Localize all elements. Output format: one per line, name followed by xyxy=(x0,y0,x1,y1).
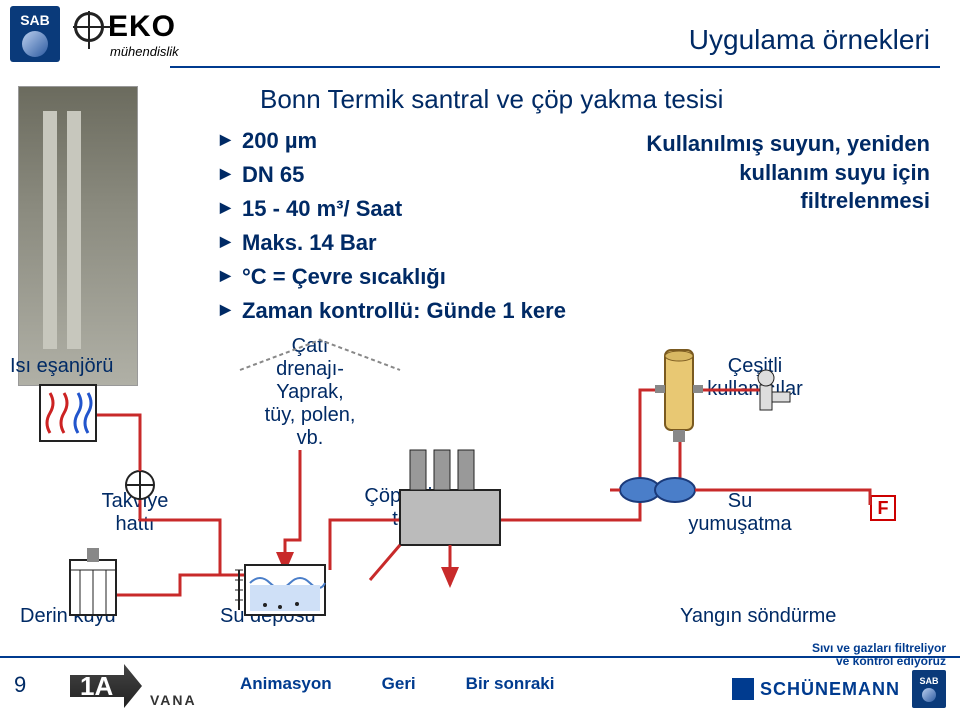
sab-orb-icon xyxy=(22,31,48,57)
plant-icon xyxy=(370,450,500,585)
bullet-item: Zaman kontrollü: Günde 1 kere xyxy=(220,298,566,324)
note-line: kullanım suyu için xyxy=(646,159,930,188)
booster-icon xyxy=(126,460,154,499)
eko-sub: mühendislik xyxy=(110,44,179,59)
spec-bullets: 200 µm DN 65 15 - 40 m³/ Saat Maks. 14 B… xyxy=(220,120,566,332)
tagline-1: Sıvı ve gazları filtreliyor xyxy=(732,642,946,655)
page-title: Bonn Termik santral ve çöp yakma tesisi xyxy=(260,84,723,115)
footer-nav: Animasyon Geri Bir sonraki xyxy=(240,674,554,694)
crosshair-icon xyxy=(74,12,104,42)
valve-text: VANA xyxy=(150,692,197,708)
bullet-item: DN 65 xyxy=(220,162,566,188)
bullet-item: 200 µm xyxy=(220,128,566,154)
note-line: filtrelenmesi xyxy=(646,187,930,216)
valve-arrow-icon: 1A xyxy=(70,664,142,708)
brand-name: SCHÜNEMANN xyxy=(760,679,900,700)
nav-next[interactable]: Bir sonraki xyxy=(466,674,555,694)
valve-logo: 1A VANA xyxy=(70,664,197,708)
slide-number: 9 xyxy=(14,672,26,698)
sab-text: SAB xyxy=(20,12,50,28)
tank-icon xyxy=(235,565,325,615)
softener-icon xyxy=(610,478,710,502)
page-category: Uygulama örnekleri xyxy=(689,24,930,56)
header-logos: SAB EKO mühendislik xyxy=(10,6,179,62)
sab-logo: SAB xyxy=(10,6,60,62)
sab-mini-logo: SAB xyxy=(912,670,946,708)
bullet-item: °C = Çevre sıcaklığı xyxy=(220,264,566,290)
tagline-2: ve kontrol ediyoruz xyxy=(732,655,946,668)
bullet-item: 15 - 40 m³/ Saat xyxy=(220,196,566,222)
nav-back[interactable]: Geri xyxy=(382,674,416,694)
brand-square-icon xyxy=(732,678,754,700)
header-rule xyxy=(170,66,940,68)
eko-text: EKO xyxy=(108,10,176,44)
nav-animation[interactable]: Animasyon xyxy=(240,674,332,694)
footer-brand-block: Sıvı ve gazları filtreliyor ve kontrol e… xyxy=(732,642,946,708)
sab-mini-orb-icon xyxy=(922,688,936,702)
note-line: Kullanılmış suyun, yeniden xyxy=(646,130,930,159)
users-valve-icon xyxy=(758,370,790,410)
usage-note: Kullanılmış suyun, yeniden kullanım suyu… xyxy=(646,130,930,216)
well-icon xyxy=(70,548,116,615)
filter-icon xyxy=(655,350,703,442)
heat-exchanger-icon xyxy=(40,385,96,441)
eko-logo: EKO mühendislik xyxy=(74,10,179,59)
process-diagram xyxy=(0,330,960,650)
bullet-item: Maks. 14 Bar xyxy=(220,230,566,256)
